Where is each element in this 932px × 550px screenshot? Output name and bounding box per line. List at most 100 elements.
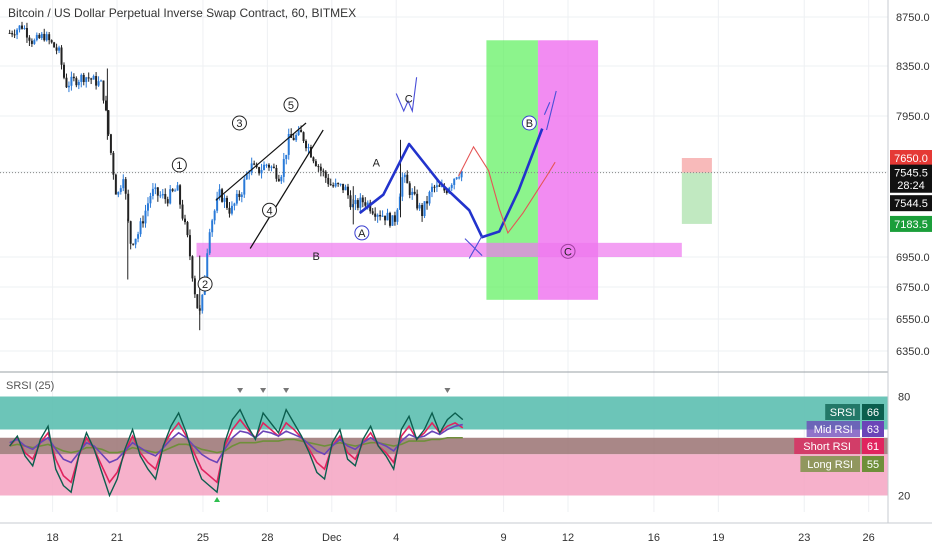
stop-zone — [681, 158, 712, 173]
candle-down — [317, 166, 320, 168]
candle-down — [112, 152, 115, 175]
srsi-tick-label: 80 — [898, 392, 910, 404]
srsi-zone-pink — [0, 454, 888, 496]
price-tag-box — [890, 150, 932, 166]
candle-up — [161, 194, 164, 196]
projected-wave-red[interactable] — [458, 145, 556, 235]
wave-label-5-circle — [283, 97, 299, 113]
candle-up — [366, 202, 369, 206]
price-tags: 7650.0 7545.528:24 7544.5 7183.5 — [890, 150, 932, 232]
target-zone — [681, 172, 712, 224]
candle-down — [166, 199, 169, 204]
candle-down — [406, 174, 409, 184]
candle-up — [139, 221, 142, 235]
candle-down — [43, 33, 46, 41]
candle-down — [438, 185, 441, 187]
legend-value-short-rsi: 61 — [867, 441, 879, 453]
candle-up — [428, 191, 431, 204]
candle-up — [58, 47, 61, 51]
candle-down — [179, 185, 182, 205]
candle-down — [13, 34, 16, 36]
candle-up — [270, 166, 273, 168]
candle-down — [253, 163, 256, 165]
trendline-upper[interactable] — [215, 122, 307, 201]
candle-down — [65, 77, 68, 88]
time-tick-label: 28 — [261, 532, 273, 544]
candle-down — [156, 187, 159, 196]
candle-down — [426, 201, 429, 204]
price-series — [0, 21, 888, 373]
trendline-lower[interactable] — [249, 129, 324, 249]
candle-up — [213, 210, 216, 221]
candle-down — [314, 161, 317, 167]
candle-down — [408, 183, 411, 195]
candle-down — [50, 40, 53, 43]
candle-up — [354, 200, 357, 205]
legend-value-long-rsi: 55 — [867, 459, 879, 471]
long-zone-box — [486, 40, 538, 300]
candle-down — [421, 205, 424, 217]
candle-down — [347, 186, 350, 196]
candle-down — [445, 190, 448, 194]
candle-up — [176, 185, 179, 191]
candle-down — [369, 202, 372, 212]
projected-wave-blue[interactable] — [358, 128, 544, 239]
candle-up — [440, 185, 443, 187]
candle-down — [337, 183, 340, 185]
srsi-zone-teal — [0, 396, 888, 430]
price-tag-label: 7650.0 — [894, 153, 928, 165]
candle-down — [124, 179, 127, 194]
candle-up — [250, 163, 253, 173]
candle-up — [403, 174, 406, 178]
candle-up — [144, 210, 147, 224]
srsi-line-srsi — [9, 408, 464, 498]
price-tag-label: 7545.5 — [894, 168, 928, 180]
srsi-pane: SRSI 66 Mid RSI 63 Short RSI 61 Long RSI 55 — [0, 388, 888, 502]
candle-up — [146, 203, 149, 211]
candle-down — [186, 222, 189, 236]
candle-up — [211, 220, 214, 233]
price-tag-box — [890, 215, 932, 232]
price-tag-label: 28:24 — [897, 180, 925, 192]
candle-down — [109, 134, 112, 153]
price-tick-label: 8350.0 — [896, 61, 930, 73]
price-tick-label: 7950.0 — [896, 111, 930, 123]
magenta-zone-box — [537, 40, 599, 300]
candle-down — [356, 200, 359, 208]
candle-down — [95, 76, 98, 86]
candle-up — [430, 186, 433, 192]
candle-up — [223, 197, 226, 202]
candle-up — [359, 197, 362, 208]
candle-up — [260, 170, 263, 174]
candle-up — [458, 177, 461, 179]
annotation-a-text: A — [373, 157, 381, 169]
candle-up — [287, 134, 290, 155]
time-tick-label: 23 — [798, 532, 810, 544]
candle-down — [361, 197, 364, 203]
candle-down — [196, 294, 199, 309]
candle-up — [243, 179, 246, 195]
sell-marker — [283, 388, 290, 393]
candle-down — [332, 185, 335, 187]
candle-down — [191, 256, 194, 279]
price-tag-box — [890, 195, 932, 212]
candle-up — [159, 195, 162, 197]
candle-up — [35, 34, 38, 41]
time-tick-label: 21 — [111, 532, 123, 544]
support-band — [196, 242, 682, 257]
wave-label-3-circle — [231, 115, 247, 131]
candle-up — [119, 188, 122, 192]
price-tag-box — [890, 164, 932, 181]
candle-up — [18, 25, 21, 30]
candle-up — [435, 185, 438, 188]
candle-down — [82, 74, 85, 83]
candle-up — [245, 173, 248, 180]
handwriting-y — [543, 90, 557, 131]
candle-up — [230, 205, 233, 214]
drawings-layer[interactable]: 1 2 3 4 5 A B C A B C — [171, 77, 576, 292]
wave-label-1-circle — [171, 157, 187, 173]
candle-down — [142, 221, 145, 224]
candle-up — [100, 80, 103, 82]
